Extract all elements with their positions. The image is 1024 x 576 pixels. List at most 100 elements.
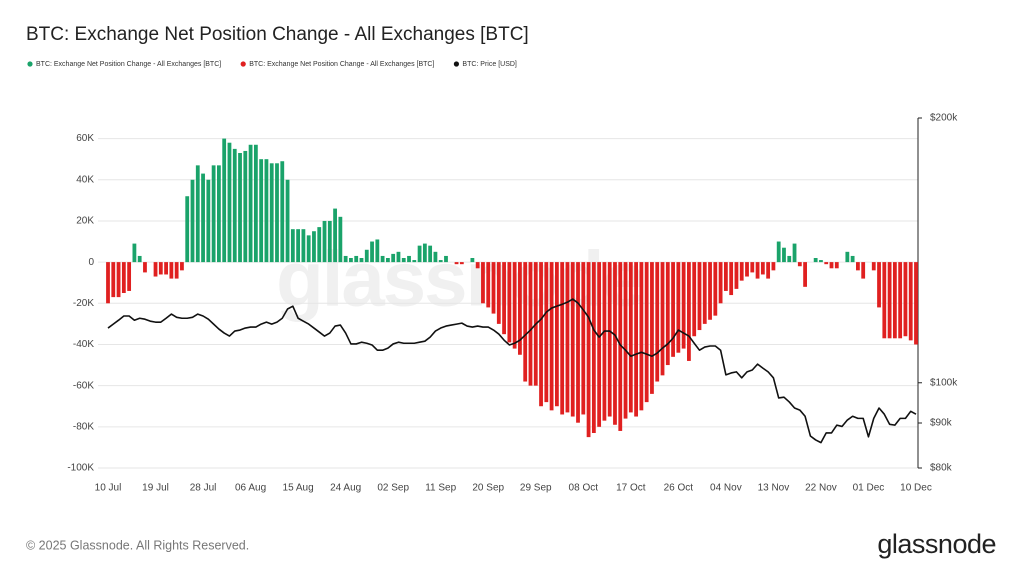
bar [380, 255, 385, 263]
bar [359, 258, 364, 263]
bar [349, 258, 353, 263]
bar [486, 262, 491, 308]
bar [528, 262, 533, 386]
bar [275, 163, 279, 263]
bar [729, 262, 734, 296]
bar [454, 262, 459, 265]
bar [576, 262, 580, 423]
x-tick-label: 06 Aug [235, 483, 266, 494]
bar [681, 262, 686, 349]
bar [618, 262, 623, 431]
y2-tick-label: $80k [930, 463, 953, 474]
bar [882, 262, 887, 339]
bar [317, 227, 322, 263]
bar [613, 262, 617, 425]
y-tick-label: -100K [67, 463, 94, 474]
legend-label: BTC: Exchange Net Position Change - All … [36, 61, 221, 68]
bar [496, 262, 501, 324]
bar [232, 148, 237, 263]
legend-label: BTC: Exchange Net Position Change - All … [249, 61, 434, 68]
bar [723, 262, 728, 291]
bar [718, 262, 723, 304]
bar [306, 235, 311, 263]
bar [570, 262, 575, 417]
legend-marker [240, 61, 246, 67]
bar [539, 262, 543, 407]
bar [591, 262, 596, 433]
bar [639, 262, 644, 411]
bar [623, 262, 628, 419]
bar [343, 255, 348, 263]
bar [554, 262, 559, 407]
x-tick-label: 24 Aug [330, 483, 361, 494]
bar [106, 262, 110, 304]
bar [702, 262, 707, 324]
bar [676, 262, 681, 353]
bar [201, 173, 205, 263]
bar [327, 220, 332, 263]
bar [264, 159, 269, 263]
bar [401, 258, 406, 263]
y-tick-label: 60K [76, 133, 94, 144]
bar [914, 262, 918, 345]
bar [280, 161, 285, 263]
bar [861, 262, 866, 279]
bar [174, 262, 179, 279]
bar [259, 159, 264, 263]
bar [396, 251, 401, 263]
bar [750, 262, 755, 273]
bar [797, 262, 802, 267]
x-tick-label: 04 Nov [710, 483, 742, 494]
bar [137, 255, 142, 263]
bar [222, 138, 227, 263]
y2-tick-label: $90k [930, 418, 953, 429]
bar [301, 229, 306, 263]
bar [850, 255, 855, 263]
bar [481, 262, 485, 304]
y-tick-label: 0 [88, 257, 94, 268]
bar [190, 179, 195, 263]
x-tick-label: 13 Nov [758, 483, 790, 494]
bar [687, 262, 691, 361]
x-tick-label: 11 Sep [425, 483, 456, 494]
y-tick-label: -40K [73, 339, 94, 350]
bar [755, 262, 760, 279]
bar [766, 262, 771, 279]
bar [354, 255, 359, 263]
bar [459, 262, 464, 265]
x-tick-label: 10 Jul [95, 483, 122, 494]
x-tick-label: 02 Sep [377, 483, 409, 494]
bar [523, 262, 528, 382]
bar [665, 262, 670, 366]
bar [650, 262, 654, 394]
x-tick-label: 28 Jul [190, 483, 217, 494]
x-tick-label: 08 Oct [569, 483, 599, 494]
bar [898, 262, 903, 339]
bar [856, 262, 860, 271]
x-tick-label: 20 Sep [472, 483, 504, 494]
x-tick-label: 19 Jul [142, 483, 169, 494]
bar [586, 262, 591, 438]
bar [512, 262, 517, 349]
bar [708, 262, 712, 320]
bar [444, 255, 448, 263]
bar [581, 262, 586, 415]
bar [438, 260, 443, 263]
bar [338, 216, 343, 263]
bar [787, 255, 792, 263]
x-tick-label: 15 Aug [283, 483, 314, 494]
logo: glassnode [877, 529, 996, 559]
bar [602, 262, 607, 421]
bar [164, 262, 168, 275]
price-line [107, 298, 917, 444]
x-tick-label: 26 Oct [664, 483, 694, 494]
bar [824, 262, 829, 265]
y2-tick-label: $100k [930, 377, 958, 388]
y-tick-label: -80K [73, 421, 94, 432]
y-tick-label: 20K [76, 216, 94, 227]
bar [745, 262, 749, 277]
bar [671, 262, 675, 357]
bar [185, 196, 190, 263]
bar [903, 262, 908, 337]
bar [385, 258, 390, 263]
